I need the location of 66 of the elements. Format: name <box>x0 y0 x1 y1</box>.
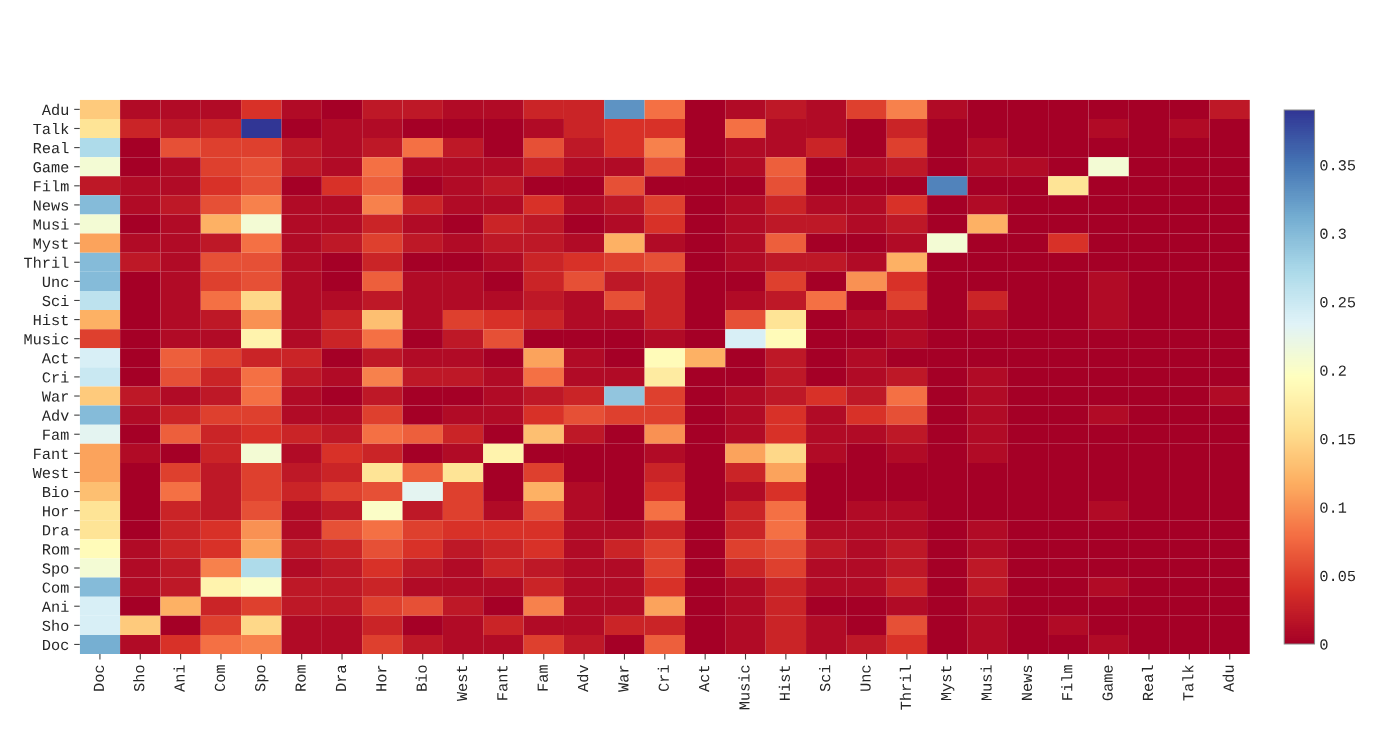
x-tick-label: Ani <box>173 665 185 692</box>
y-tick-label: Bio <box>43 486 69 498</box>
x-tick-label: Adu <box>1222 665 1234 692</box>
y-tick-label: Musi <box>33 218 69 230</box>
x-tick-label: News <box>1021 665 1033 700</box>
x-tick-label: Game <box>1102 665 1113 701</box>
x-tick-label: Myst <box>941 666 955 701</box>
y-tick-label: Talk <box>33 122 69 135</box>
color-bar-label: 0.2 <box>1320 365 1346 376</box>
y-tick-label: Com <box>42 582 69 593</box>
y-tick-label: Rom <box>43 544 69 555</box>
x-tick-label: Dra <box>335 664 347 691</box>
color-bar-label: 0.25 <box>1320 297 1356 308</box>
x-tick-label: Cri <box>657 665 669 692</box>
y-tick-label: Adu <box>41 103 69 116</box>
x-tick-label: Fam <box>537 665 548 691</box>
x-tick-label: Hist <box>778 666 790 700</box>
x-tick-label: War <box>618 665 629 692</box>
y-tick-label: Fam <box>43 429 69 440</box>
y-tick-label: Act <box>41 353 68 364</box>
x-tick-label: Adv <box>576 664 589 692</box>
y-tick-label: Cri <box>42 371 69 383</box>
y-tick-label: Film <box>34 180 69 192</box>
y-tick-label: Myst <box>33 238 68 252</box>
y-tick-label: Sci <box>42 294 69 307</box>
x-tick-label: Music <box>738 665 750 710</box>
y-tick-label: News <box>33 200 69 211</box>
x-tick-label: Doc <box>93 665 105 691</box>
color-bar-label: 0.35 <box>1320 160 1356 171</box>
y-tick-label: Music <box>24 333 69 345</box>
x-tick-label: Bio <box>415 665 427 691</box>
x-tick-label: Real <box>1141 665 1154 700</box>
color-bar-label: 0 <box>1320 639 1328 650</box>
y-tick-label: Spo <box>42 563 69 577</box>
x-tick-label: Rom <box>295 665 306 691</box>
x-tick-label: Thril <box>899 665 911 710</box>
color-bar-label: 0.05 <box>1320 570 1356 582</box>
x-tick-label: West <box>456 666 468 702</box>
y-tick-label: Unc <box>42 276 69 288</box>
x-tick-label: Film <box>1061 665 1073 700</box>
y-tick-label: Hist <box>33 314 68 326</box>
y-tick-label: Hor <box>43 506 68 517</box>
y-tick-label: Ani <box>41 600 69 612</box>
x-tick-label: Spo <box>255 665 269 692</box>
y-tick-label: Real <box>33 142 69 154</box>
y-tick-label: Fant <box>34 448 68 460</box>
x-tick-label: Sho <box>133 665 145 692</box>
y-tick-label: Thril <box>24 256 69 268</box>
y-tick-label: Dra <box>43 525 69 536</box>
y-tick-label: Adv <box>41 409 69 421</box>
x-tick-label: Talk <box>1182 665 1194 701</box>
y-tick-label: War <box>41 391 68 402</box>
y-tick-label: Sho <box>42 619 69 632</box>
x-tick-label: Unc <box>860 665 871 691</box>
x-tick-label: Act <box>698 666 710 692</box>
y-tick-label: Game <box>33 162 69 173</box>
x-tick-label: Musi <box>980 665 992 701</box>
x-tick-label: Com <box>214 665 226 692</box>
x-tick-label: Sci <box>819 665 831 692</box>
color-bar-label: 0.15 <box>1320 433 1356 445</box>
x-tick-label: Fant <box>497 666 508 700</box>
x-tick-label: Hor <box>376 665 387 691</box>
color-bar-label: 0.1 <box>1320 502 1347 513</box>
y-tick-label: Doc <box>43 639 69 651</box>
y-tick-label: West <box>32 467 68 479</box>
color-bar-label: 0.3 <box>1320 228 1346 239</box>
